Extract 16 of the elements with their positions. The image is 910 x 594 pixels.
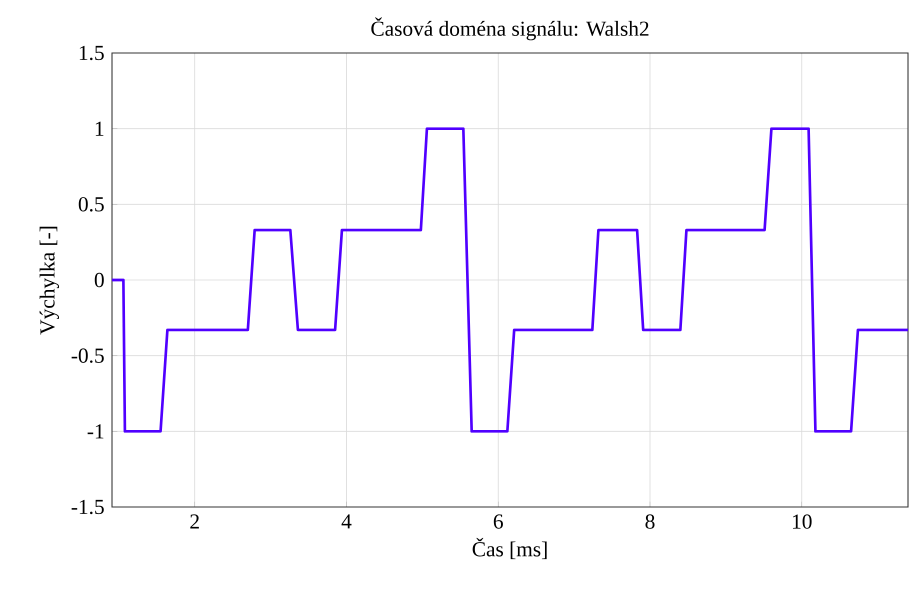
y-axis-title: Výchylka [-]: [40, 226, 60, 335]
chart-title: Časová doména signálu: Walsh2: [371, 17, 648, 40]
y-tick-label: -1.5: [72, 500, 104, 514]
line-series: [112, 127, 908, 433]
x-tick-label: 8: [645, 514, 655, 529]
x-tick-label: 2: [190, 514, 199, 528]
x-axis-title: Čas [ms]: [472, 538, 547, 560]
x-tick-label: 6: [494, 514, 503, 529]
y-tick-label: -0.5: [72, 348, 104, 363]
y-tick-label: 0: [94, 272, 104, 288]
y-tick-label: 1.5: [80, 46, 104, 60]
y-tick-label: -1: [88, 424, 104, 438]
x-tick-label: 10: [792, 514, 812, 529]
y-tick-label: 0.5: [78, 197, 104, 212]
y-tick-label: 1: [96, 122, 104, 136]
x-tick-label: 4: [342, 514, 352, 528]
